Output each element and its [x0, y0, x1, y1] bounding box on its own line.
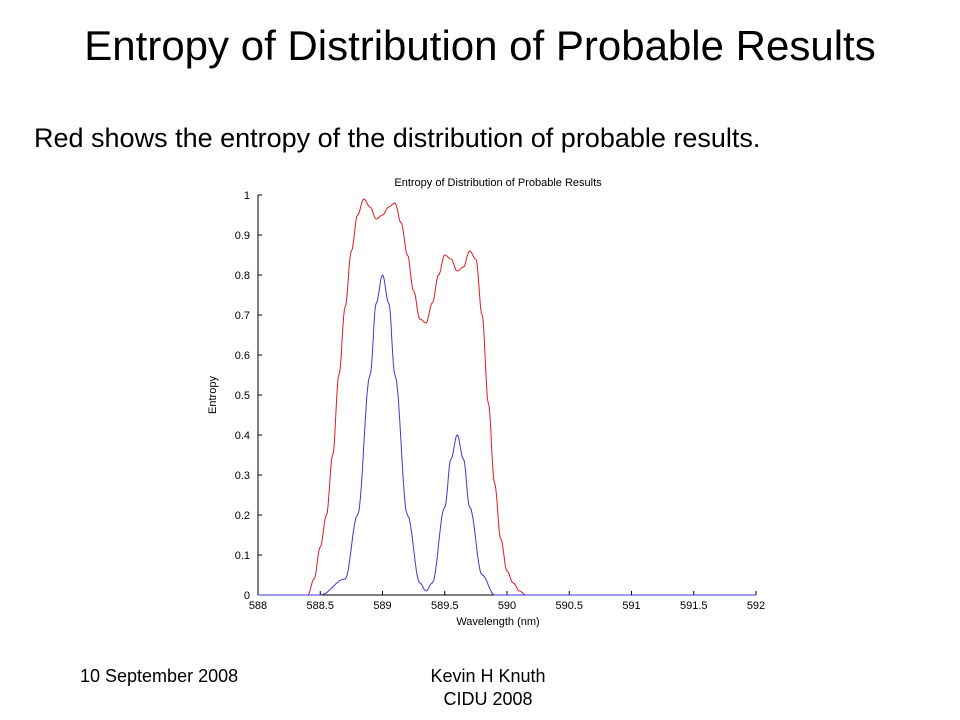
slide-title: Entropy of Distribution of Probable Resu…: [84, 22, 876, 69]
y-tick-label: 0.8: [235, 270, 250, 282]
y-tick-label: 0.6: [235, 350, 250, 362]
x-axis-label: Wavelength (nm): [456, 616, 539, 628]
y-tick-label: 0.9: [235, 230, 250, 242]
x-tick-label: 588: [249, 600, 267, 612]
x-tick-label: 589.5: [431, 600, 459, 612]
footer-venue: CIDU 2008: [443, 689, 533, 709]
y-tick-label: 0.4: [235, 430, 250, 442]
footer-author: Kevin H Knuth: [430, 666, 546, 686]
spectrum-series-line: [258, 274, 756, 596]
y-tick-label: 0.1: [235, 550, 250, 562]
x-tick-label: 590.5: [555, 600, 583, 612]
x-tick-label: 588.5: [306, 600, 334, 612]
axis-ticks: 588 588.5 589 589.5 590 590.5 591 591.5 592 0 0.1 0…: [235, 190, 765, 612]
x-tick-label: 592: [747, 600, 765, 612]
y-tick-label: 1: [244, 190, 250, 202]
chart-title: Entropy of Distribution of Probable Resu…: [394, 177, 602, 189]
y-tick-label: 0.7: [235, 310, 250, 322]
slide-subtitle: Red shows the entropy of the distributio…: [34, 123, 761, 153]
footer-date: 10 September 2008: [80, 666, 239, 686]
y-axis-label: Entropy: [207, 376, 219, 414]
x-tick-label: 589: [373, 600, 391, 612]
entropy-series-line: [258, 198, 532, 596]
y-tick-label: 0.5: [235, 390, 250, 402]
y-tick-label: 0: [244, 590, 250, 602]
footer-author-block: Kevin H Knuth CIDU 2008: [408, 665, 568, 711]
series-layer: [258, 198, 756, 596]
y-tick-label: 0.2: [235, 510, 250, 522]
x-tick-label: 591: [622, 600, 640, 612]
x-tick-label: 591.5: [680, 600, 708, 612]
x-tick-label: 590: [498, 600, 516, 612]
y-tick-label: 0.3: [235, 470, 250, 482]
